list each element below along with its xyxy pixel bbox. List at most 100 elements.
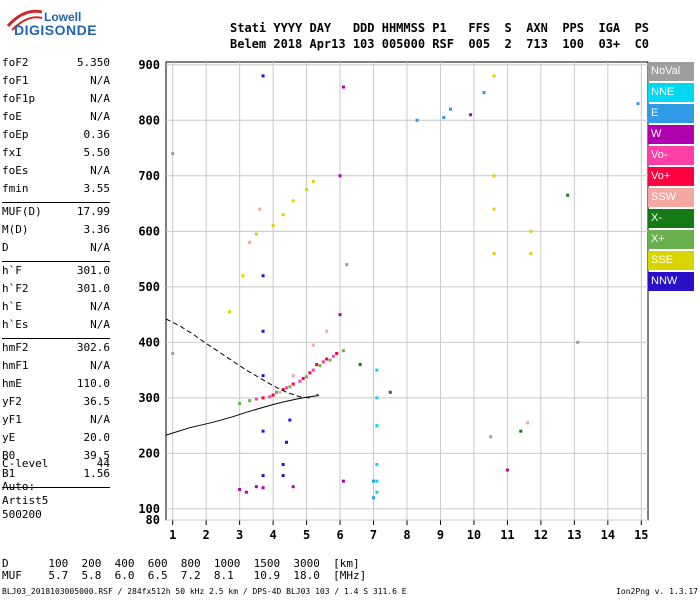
- auto-label: Auto:: [2, 480, 36, 493]
- param-value: 36.5: [83, 395, 111, 408]
- param-row: foEp 0.36: [2, 128, 110, 146]
- echo-point: [358, 363, 362, 367]
- x-tick-label: 8: [403, 528, 410, 542]
- param-name: B0: [2, 449, 16, 462]
- muf-distance-table: D 100 200 400 600 800 1000 1500 3000 [km…: [2, 558, 366, 582]
- param-value: 301.0: [76, 282, 110, 295]
- electron-density-profile: [165, 393, 320, 436]
- param-name: h`E: [2, 300, 22, 313]
- param-row: yF1 N/A: [2, 413, 110, 431]
- x-tick-label: 6: [336, 528, 343, 542]
- param-name: B1: [2, 467, 16, 480]
- param-value: 5.50: [83, 146, 111, 159]
- param-row: hmF1 N/A: [2, 359, 110, 377]
- y-tick-label: 100: [138, 502, 160, 516]
- param-value: 5.350: [76, 56, 110, 69]
- param-value: N/A: [90, 92, 110, 105]
- distance-row: D 100 200 400 600 800 1000 1500 3000 [km…: [2, 557, 360, 570]
- echo-point: [244, 490, 248, 494]
- echo-point: [285, 440, 288, 444]
- echo-point: [449, 107, 453, 111]
- param-row: foE N/A: [2, 110, 110, 128]
- param-value: N/A: [90, 241, 110, 254]
- param-row: fmin 3.55: [2, 182, 110, 200]
- legend-item: NoVal: [648, 62, 694, 81]
- echo-point: [529, 229, 533, 233]
- param-row: D N/A: [2, 241, 110, 259]
- echo-point: [636, 102, 640, 106]
- echo-point: [288, 385, 292, 389]
- param-separator: [2, 202, 110, 203]
- echo-point: [268, 395, 272, 399]
- y-tick-label: 900: [138, 58, 160, 72]
- param-name: fmin: [2, 182, 29, 195]
- echo-point: [261, 74, 265, 78]
- param-row: hmF2 302.6: [2, 341, 110, 359]
- param-value: 17.99: [76, 205, 110, 218]
- echo-point: [492, 174, 496, 178]
- echo-point: [261, 474, 265, 478]
- param-name: MUF(D): [2, 205, 42, 218]
- param-row: M(D) 3.36: [2, 223, 110, 241]
- param-separator: [2, 487, 110, 488]
- echo-point: [305, 188, 309, 192]
- autoscaling-info: Auto: Artist5 500200: [2, 480, 48, 522]
- x-tick-label: 5: [303, 528, 310, 542]
- echo-point: [261, 396, 265, 400]
- echo-point: [238, 487, 242, 491]
- param-row: yE 20.0: [2, 431, 110, 449]
- echo-point: [338, 174, 342, 178]
- header-labels: Stati YYYY DAY DDD HHMMSS P1 FFS S AXN P…: [230, 21, 650, 35]
- file-info-footer: BLJ03_2018103005000.RSF / 284fx512h 50 k…: [2, 587, 698, 596]
- echo-point: [375, 462, 379, 466]
- y-tick-label: 500: [138, 280, 160, 294]
- x-tick-label: 14: [601, 528, 615, 542]
- param-row: MUF(D) 17.99: [2, 205, 110, 223]
- muf-row: MUF 5.7 5.8 6.0 6.5 7.2 8.1 10.9 18.0 [M…: [2, 569, 367, 582]
- param-name: foE: [2, 110, 22, 123]
- legend-item: E: [648, 104, 694, 123]
- echo-point: [254, 232, 258, 236]
- legend-item: W: [648, 125, 694, 144]
- echo-point: [281, 462, 285, 466]
- echo-point: [261, 429, 265, 433]
- param-row: fxI 5.50: [2, 146, 110, 164]
- param-name: foEs: [2, 164, 29, 177]
- echo-point: [318, 364, 322, 368]
- param-value: 39.5: [83, 449, 111, 462]
- echo-point: [325, 329, 329, 333]
- echo-point: [469, 113, 473, 117]
- echo-point: [576, 340, 580, 344]
- param-row: h`F 301.0: [2, 264, 110, 282]
- echo-point: [301, 376, 305, 380]
- param-name: h`F: [2, 264, 22, 277]
- echo-point: [505, 468, 509, 472]
- echo-point: [281, 474, 285, 478]
- echo-point: [298, 379, 302, 383]
- polarization-legend: NoVal NNE E W Vo- Vo+ SSW X- X+ SSE NNW: [648, 62, 694, 293]
- c-level-row: C-level 44: [2, 457, 110, 475]
- param-name: fxI: [2, 146, 22, 159]
- echo-point: [261, 486, 265, 490]
- x-tick-label: 15: [634, 528, 648, 542]
- echo-point: [442, 116, 446, 120]
- param-value: 3.36: [83, 223, 111, 236]
- echo-point: [519, 429, 523, 433]
- param-row: B1 1.56: [2, 467, 110, 485]
- c-level-value: 44: [96, 457, 110, 470]
- x-tick-label: 4: [269, 528, 276, 542]
- param-name: h`Es: [2, 318, 29, 331]
- param-value: N/A: [90, 164, 110, 177]
- param-name: yE: [2, 431, 16, 444]
- y-tick-label: 80: [146, 513, 160, 527]
- echo-point: [261, 274, 265, 278]
- echo-point: [291, 382, 295, 386]
- legend-item: NNE: [648, 83, 694, 102]
- y-tick-label: 300: [138, 391, 160, 405]
- param-name: yF1: [2, 413, 22, 426]
- echo-point: [341, 85, 345, 89]
- param-value: N/A: [90, 74, 110, 87]
- param-value: N/A: [90, 300, 110, 313]
- param-value: 0.36: [83, 128, 111, 141]
- echo-point: [529, 252, 533, 256]
